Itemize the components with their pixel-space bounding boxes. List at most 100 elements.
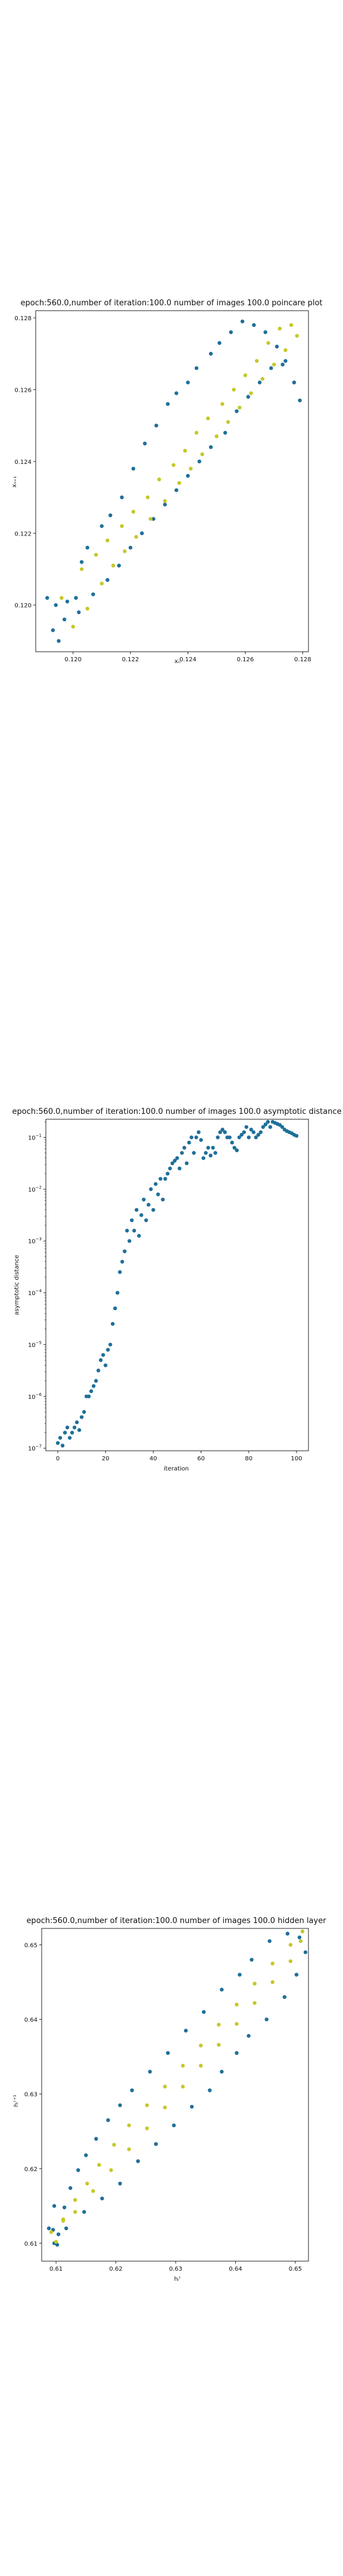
asymptotic-point [58,1436,63,1440]
poincare-point [275,345,279,349]
asymptotic-point [79,1415,84,1419]
hidden-layer-point [180,2085,185,2089]
poincare-point [105,578,110,582]
hidden-layer-point [145,2126,149,2131]
asymptotic-point [55,1441,60,1445]
poincare-point [172,463,176,467]
chart-poincare-plot: epoch:560.0,number of iteration:100.0 nu… [11,299,323,665]
poincare-point [123,549,127,553]
asymptotic-point [67,1436,72,1440]
poincare-point [292,380,297,385]
poincare-point [298,398,302,402]
asymptotic-plot-area: 0 20 40 60 80 100 10−7 10−6 10−5 10−4 10−3 10−2 10−1 [28,1119,309,1462]
poincare-point [240,319,245,324]
hidden-layer-y-tick-label: 0.64 [24,2017,38,2024]
hidden-layer-x-tick-label: 0.64 [229,2266,242,2272]
poincare-point [65,599,70,603]
asymptotic-point [130,1218,134,1222]
poincare-point [232,388,236,392]
poincare-point [151,517,155,521]
poincare-y-tick-label: 0.120 [14,603,32,609]
asymptotic-point [251,1130,255,1134]
asymptotic-point [247,1135,251,1140]
asymptotic-point [74,1420,79,1425]
asymptotic-point [268,1125,273,1129]
asymptotic-point [180,1151,184,1155]
poincare-x-axis-label: xₙ [174,658,180,665]
hidden-layer-point [61,2217,66,2222]
hidden-layer-x-tick-label: 0.62 [109,2266,122,2272]
poincare-point [243,373,248,377]
asymptotic-point [197,1130,201,1134]
poincare-point [131,466,136,471]
poincare-point [117,564,121,568]
poincare-point [45,596,49,600]
hidden-layer-point [270,1980,275,1984]
hidden-layer-x-tick-label: 0.63 [169,2266,182,2272]
poincare-x-tick-label: 0.128 [294,657,311,663]
asymptotic-point [118,1270,122,1274]
poincare-plot-area: 0.120 0.122 0.124 0.126 0.128 0.120 0.122 0.124… [14,310,311,663]
poincare-y-tick-label: 0.128 [14,315,32,322]
poincare-point [166,402,170,406]
asymptotic-point [82,1410,86,1414]
asymptotic-point [194,1135,198,1140]
hidden-layer-point [127,2123,131,2128]
poincare-x-tick-label: 0.124 [179,657,197,663]
asymptotic-point [187,1140,191,1145]
asymptotic-point [163,1176,167,1181]
asymptotic-point [189,1135,194,1140]
poincare-point [163,499,167,503]
poincare-point [295,333,299,338]
asymptotic-x-tick-label: 80 [245,1456,252,1462]
hidden-layer-point [145,2103,149,2107]
poincare-point [208,445,213,449]
asymptotic-point [230,1140,234,1145]
asymptotic-point [258,1130,263,1134]
hidden-layer-x-axis-label: hᵢᵗ [174,2276,180,2283]
poincare-y-axis-label: xₙ₊₁ [11,476,18,487]
hidden-layer-point [264,2017,269,2021]
poincare-point [154,423,158,428]
asymptotic-point [294,1134,299,1138]
asymptotic-point [175,1156,179,1160]
hidden-layer-point [97,2163,101,2167]
hidden-layer-point [148,2070,152,2074]
hidden-layer-point [73,2198,77,2202]
poincare-point [120,495,124,500]
poincare-y-tick-label: 0.122 [14,531,32,537]
asymptotic-y-axis-label: asymptotic distance [14,1255,20,1315]
poincare-point [220,402,224,406]
hidden-layer-point [267,1939,272,1943]
asymptotic-y-tick-label: 10−3 [28,1237,42,1245]
poincare-point [206,416,210,420]
hidden-layer-point [166,2051,170,2055]
hidden-layer-point [217,2023,221,2027]
hidden-layer-point [252,2001,257,2005]
asymptotic-point [72,1425,77,1430]
poincare-point [157,477,161,482]
asymptotic-point [206,1145,210,1150]
poincare-point [94,553,98,557]
asymptotic-point [113,1306,117,1311]
hidden-layer-point [136,2159,140,2163]
poincare-point [99,524,104,528]
hidden-layer-point [62,2205,67,2210]
hidden-layer-point [220,2070,224,2074]
hidden-layer-point [55,2243,60,2247]
asymptotic-y-tick-label: 10−7 [28,1444,42,1453]
asymptotic-point [168,1166,172,1171]
asymptotic-point [242,1130,246,1134]
hidden-layer-point [127,2147,131,2151]
poincare-point [71,624,75,629]
chart-asymptotic-distance: epoch:560.0,number of iteration:100.0 nu… [12,1107,341,1472]
hidden-layer-plot-frame [41,1928,309,2262]
asymptotic-plot-frame [45,1119,309,1451]
asymptotic-point [261,1125,266,1129]
asymptotic-point [244,1125,248,1129]
hidden-layer-y-tick-label: 0.65 [24,1943,38,1949]
asymptotic-point [170,1161,174,1166]
asymptotic-point [77,1428,82,1432]
poincare-point [217,340,222,345]
